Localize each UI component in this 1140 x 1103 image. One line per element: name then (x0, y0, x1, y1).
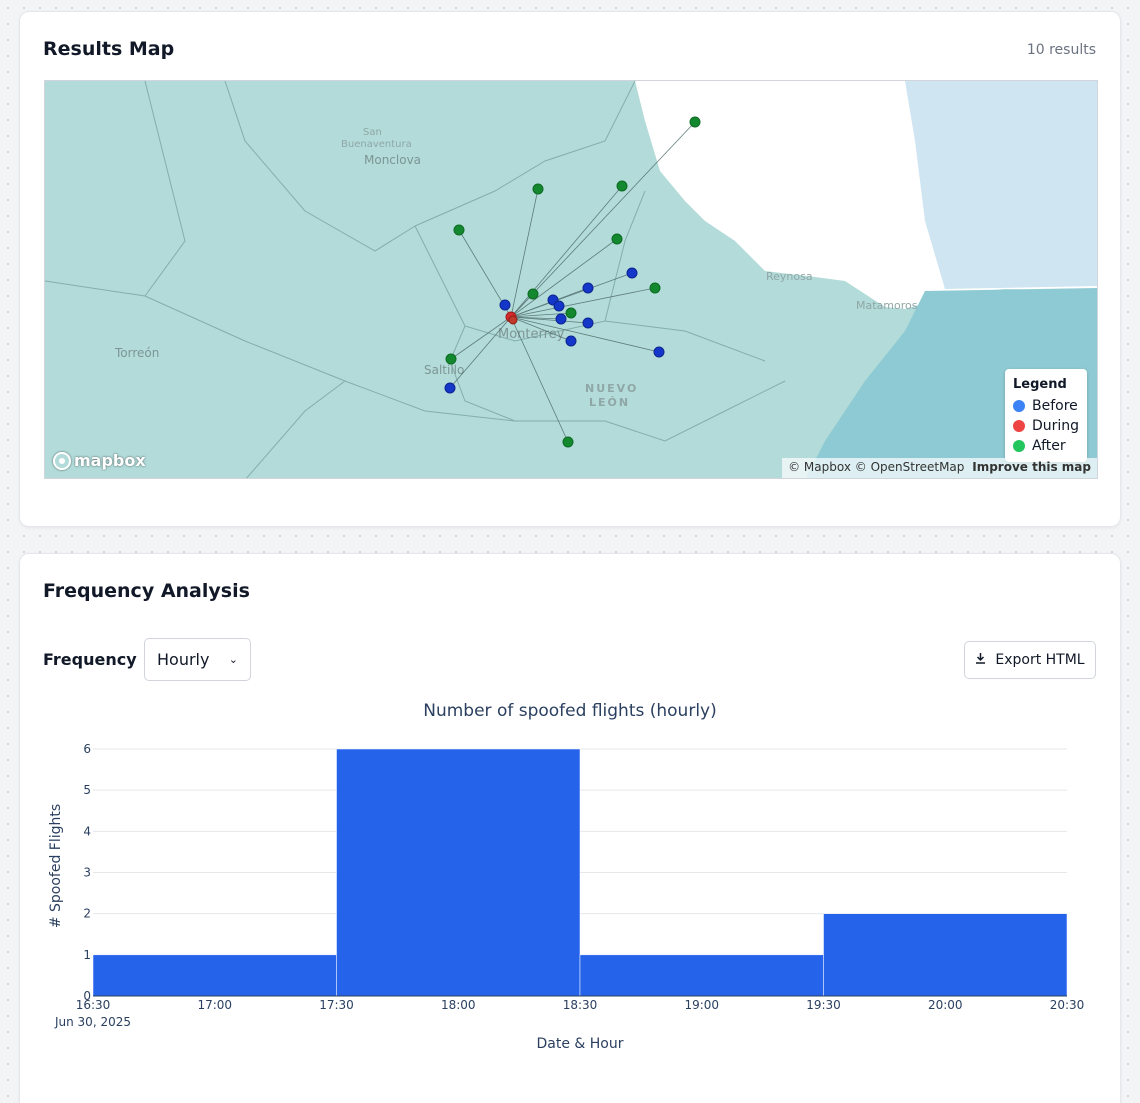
map-canvas[interactable]: San Buenaventura Monclova Torreón Saltil… (45, 81, 1098, 479)
before-marker[interactable] (582, 317, 594, 329)
chart-x-ticks: 16:30 17:00 17:30 18:00 18:30 19:00 19:30 20:00… (76, 998, 1085, 1012)
frequency-analysis-card: Frequency Analysis Frequency Hourly ⌄ Ex… (19, 553, 1121, 1103)
x-tick-label: 20:00 (928, 998, 963, 1012)
after-marker[interactable] (689, 116, 701, 128)
x-tick-label: 19:00 (684, 998, 719, 1012)
x-tick-label: 19:30 (806, 998, 841, 1012)
before-marker[interactable] (555, 313, 567, 325)
legend-dot-before (1013, 400, 1025, 412)
frequency-selected-value: Hourly (157, 650, 210, 669)
x-axis-title: Date & Hour (536, 1036, 623, 1052)
place-label: Buenaventura (341, 139, 412, 150)
y-tick-label: 6 (83, 742, 91, 756)
mapbox-logo[interactable]: mapbox (53, 451, 146, 470)
y-tick-label: 2 (83, 907, 91, 921)
place-label: Torreón (114, 346, 159, 360)
legend-item-before: Before (1013, 396, 1079, 416)
y-tick-label: 3 (83, 866, 91, 880)
after-marker[interactable] (532, 183, 544, 195)
mapbox-logo-icon (53, 451, 71, 470)
x-tick-label: 16:30 (76, 998, 111, 1012)
y-tick-label: 5 (83, 783, 91, 797)
x-tick-label: 17:00 (197, 998, 232, 1012)
before-marker[interactable] (553, 300, 565, 312)
frequency-chart: Number of spoofed flights (hourly) 0 1 2 3 4… (48, 701, 1085, 1052)
place-label: LEÓN (589, 396, 630, 409)
after-marker[interactable] (649, 282, 661, 294)
after-marker[interactable] (616, 180, 628, 192)
results-map[interactable]: San Buenaventura Monclova Torreón Saltil… (44, 80, 1098, 479)
before-marker[interactable] (499, 299, 511, 311)
export-html-button[interactable]: Export HTML (964, 641, 1096, 679)
before-marker[interactable] (444, 382, 456, 394)
x-tick-label: 18:00 (441, 998, 476, 1012)
map-gulf-water-north (905, 81, 1097, 289)
legend-label: During (1031, 418, 1079, 434)
export-html-label: Export HTML (995, 652, 1085, 668)
chart-bar[interactable] (92, 954, 337, 997)
before-marker[interactable] (565, 335, 577, 347)
legend-dot-after (1013, 440, 1025, 452)
chart-title: Number of spoofed flights (hourly) (423, 701, 716, 721)
map-attribution: © Mapbox © OpenStreetMap Improve this ma… (782, 458, 1097, 478)
place-label: NUEVO (585, 382, 638, 395)
after-marker[interactable] (445, 353, 457, 365)
after-marker[interactable] (565, 307, 577, 319)
results-map-title: Results Map (43, 38, 175, 60)
place-label: San (363, 127, 382, 138)
y-tick-label: 4 (83, 824, 91, 838)
attribution-text[interactable]: © Mapbox © OpenStreetMap (788, 460, 965, 474)
chart-y-ticks: 0 1 2 3 4 5 6 (83, 742, 91, 1003)
chart-bar[interactable] (336, 748, 581, 997)
legend-item-during: During (1013, 416, 1079, 436)
legend-title: Legend (1013, 377, 1067, 392)
before-marker[interactable] (626, 267, 638, 279)
after-marker[interactable] (527, 288, 539, 300)
x-date-label: Jun 30, 2025 (54, 1015, 131, 1029)
map-legend: Legend Before During After (1005, 369, 1087, 462)
chevron-down-icon: ⌄ (228, 653, 238, 666)
chart-bar[interactable] (823, 913, 1068, 997)
during-marker[interactable] (508, 315, 518, 325)
legend-label: Before (1032, 398, 1078, 414)
map-state-borders (45, 81, 786, 478)
legend-dot-during (1013, 420, 1025, 432)
flight-markers (444, 116, 701, 448)
y-axis-title: # Spoofed Flights (48, 804, 64, 928)
results-map-card: Results Map 10 results San Buenaventura (19, 11, 1121, 527)
y-tick-label: 0 (83, 989, 91, 1003)
before-marker[interactable] (653, 346, 665, 358)
chart-bars (92, 748, 1068, 997)
mapbox-logo-text: mapbox (74, 451, 146, 470)
map-place-labels: San Buenaventura Monclova Torreón Saltil… (114, 127, 918, 409)
x-tick-label: 18:30 (563, 998, 598, 1012)
place-label: Saltillo (424, 363, 464, 377)
download-icon (975, 652, 986, 668)
before-marker[interactable] (582, 282, 594, 294)
after-marker[interactable] (562, 436, 574, 448)
after-marker[interactable] (453, 224, 465, 236)
results-count: 10 results (1026, 42, 1096, 58)
x-tick-label: 17:30 (319, 998, 354, 1012)
frequency-analysis-title: Frequency Analysis (43, 580, 250, 602)
place-label: Monclova (364, 153, 421, 167)
frequency-label: Frequency (43, 650, 137, 669)
chart-bar[interactable] (579, 954, 824, 997)
y-tick-label: 1 (83, 948, 91, 962)
place-label: Monterrey (498, 327, 565, 342)
legend-label: After (1032, 438, 1066, 454)
after-marker[interactable] (611, 233, 623, 245)
place-label: Reynosa (766, 270, 813, 283)
improve-map-link[interactable]: Improve this map (972, 460, 1091, 474)
frequency-select[interactable]: Hourly ⌄ (144, 638, 251, 681)
legend-item-after: After (1013, 436, 1079, 456)
x-tick-label: 20:30 (1050, 998, 1085, 1012)
place-label: Matamoros (856, 299, 918, 312)
